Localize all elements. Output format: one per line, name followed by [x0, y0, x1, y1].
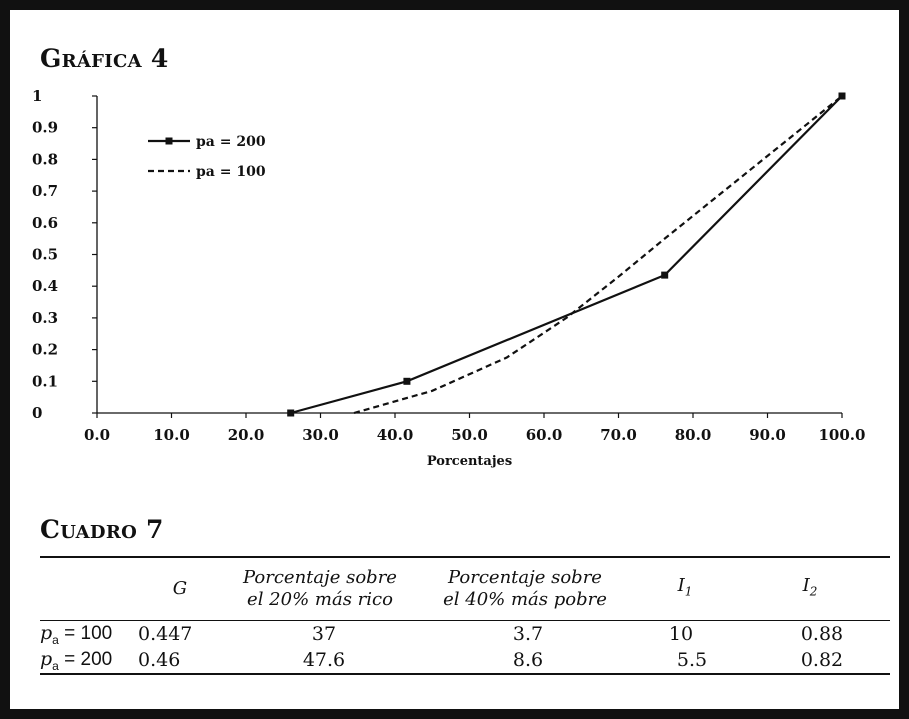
legend-label-1: pa = 200 — [196, 134, 266, 150]
cell-g: 0.46 — [138, 649, 181, 671]
header-i2: I2 — [802, 575, 818, 599]
y-tick-label: 0.7 — [32, 182, 58, 200]
data-point-marker — [661, 271, 669, 279]
legend-label-2: pa = 100 — [196, 164, 266, 180]
y-tick-label: 0.2 — [32, 341, 58, 359]
header-empty — [40, 558, 130, 621]
x-tick-label: 0.0 — [84, 426, 110, 444]
cell-g: 0.447 — [138, 623, 193, 645]
x-tick-label: 100.0 — [819, 426, 866, 444]
cell-i1: 10 — [668, 623, 694, 645]
data-point-marker — [287, 409, 295, 417]
x-tick-label: 80.0 — [675, 426, 712, 444]
figure-frame: Gráfica 4 0 0.1 0.2 0.3 0.4 0.5 0.6 0.7 0.8 0.9 1 0… — [10, 10, 899, 709]
line-chart: 00.10.20.30.40.50.60.70.80.910.0 10.0 20.0… — [32, 87, 866, 469]
cell-pobre: 3.7 — [512, 623, 544, 645]
row-label: pa = 200 — [40, 647, 113, 673]
data-point-marker — [403, 377, 411, 385]
x-tick-label: 20.0 — [228, 426, 265, 444]
y-tick-label: 0.4 — [32, 277, 58, 295]
x-tick-label: 40.0 — [377, 426, 414, 444]
header-i1: I1 — [677, 575, 693, 599]
header-porcentaje-rico: Porcentaje sobre el 20% más rico — [243, 567, 397, 610]
cell-rico: 37 — [311, 623, 337, 645]
series-line-1 — [290, 95, 843, 415]
y-tick-label: 0.9 — [32, 119, 58, 137]
table-top-rule — [40, 556, 890, 558]
cell-i1: 5.5 — [676, 649, 708, 671]
data-point-marker — [838, 92, 846, 100]
y-tick-label: 0.3 — [32, 309, 58, 327]
data-table: G Porcentaje sobre el 20% más rico Porcen… — [40, 558, 890, 675]
table-row: pa = 200 0.46 47.6 8.6 5.5 0.82 — [40, 647, 890, 674]
table-row: pa = 100 0.447 37 3.7 10 0.88 — [40, 621, 890, 648]
x-tick-label: 30.0 — [302, 426, 339, 444]
cell-rico: 47.6 — [302, 649, 346, 671]
x-axis-label: Porcentajes — [427, 454, 512, 469]
cell-pobre: 8.6 — [512, 649, 544, 671]
y-tick-label: 0.6 — [32, 214, 58, 232]
y-tick-label: 0.5 — [32, 246, 58, 264]
legend-marker — [165, 137, 173, 145]
x-tick-label: 10.0 — [153, 426, 190, 444]
table-title: Cuadro 7 — [40, 515, 164, 544]
header-g: G — [172, 578, 188, 599]
y-tick-label: 0.1 — [32, 372, 58, 390]
cell-i2: 0.82 — [800, 649, 844, 671]
y-tick-label: 0.8 — [32, 150, 58, 168]
y-tick-label: 1 — [32, 87, 42, 105]
row-label: pa = 100 — [40, 621, 113, 647]
cell-i2: 0.88 — [800, 623, 844, 645]
header-porcentaje-pobre: Porcentaje sobre el 40% más pobre — [443, 567, 607, 610]
table-header-row: G Porcentaje sobre el 20% más rico Porcen… — [40, 558, 890, 621]
x-tick-label: 50.0 — [451, 426, 488, 444]
series-line-2 — [353, 95, 843, 415]
x-tick-label: 90.0 — [749, 426, 786, 444]
x-tick-label: 70.0 — [600, 426, 637, 444]
y-tick-label: 0 — [32, 404, 42, 422]
x-tick-label: 60.0 — [526, 426, 563, 444]
chart-title: Gráfica 4 — [40, 44, 169, 73]
